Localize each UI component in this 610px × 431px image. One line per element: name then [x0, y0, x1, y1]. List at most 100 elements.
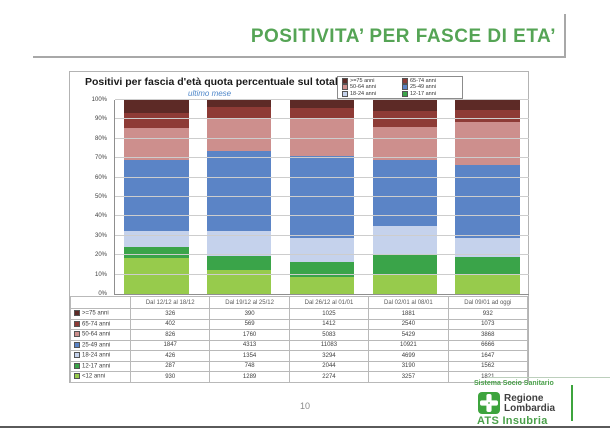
table-value-cell: 426: [129, 350, 211, 362]
table-value-cell: 930: [129, 371, 211, 383]
table-key-icon: [74, 331, 80, 338]
table-key-icon: [74, 373, 80, 380]
table-row-label-text: <12 anni: [82, 374, 106, 381]
table-row-label: 12-17 anni: [70, 360, 131, 372]
bar-slot: [115, 100, 198, 294]
bar-segment: [372, 274, 438, 294]
bar-segment: [455, 238, 520, 257]
bars-container: [115, 100, 529, 294]
table-value-cell: 1412: [288, 318, 370, 330]
table-key-icon: [74, 341, 80, 348]
table-row-label: 25-49 anni: [70, 339, 131, 351]
table-value-cell: 1354: [209, 350, 290, 362]
y-tick-label: 80%: [94, 135, 107, 142]
legend-key-icon: [402, 78, 408, 85]
table-key-icon: [74, 310, 80, 317]
brand-name-line2: Lombardia: [504, 403, 556, 414]
chart-title: Positivi per fascia d'età quota percentu…: [85, 76, 344, 88]
table-row-label: 18-24 anni: [70, 350, 131, 362]
legend-label: >=75 anni: [350, 78, 375, 85]
bar-segment: [124, 230, 189, 248]
stacked-bar: [455, 100, 520, 294]
footer-divider: [487, 377, 610, 378]
table-row-label: 65-74 anni: [70, 318, 131, 330]
data-table: Dal 12/12 al 18/12 Dal 19/12 al 25/12 Dal …: [70, 296, 529, 383]
legend-item: 50-64 anni: [342, 84, 402, 91]
bar-segment: [289, 107, 355, 119]
bar-slot: [446, 100, 529, 294]
bar-segment: [124, 247, 189, 259]
stacked-bar: [124, 100, 189, 294]
bar-segment: [124, 127, 189, 160]
bar-segment: [206, 117, 272, 151]
table-key-icon: [74, 352, 80, 359]
slide-header: POSITIVITA’ PER FASCE DI ETA’: [33, 14, 566, 58]
bar-slot: [198, 100, 281, 294]
bar-segment: [455, 110, 520, 123]
legend-key-icon: [342, 78, 348, 85]
table-value-cell: 1760: [209, 329, 290, 341]
slide-title: POSITIVITA’ PER FASCE DI ETA’: [250, 26, 556, 47]
table-value-cell: 748: [209, 360, 290, 372]
bar-segment: [206, 150, 272, 231]
bar-segment: [206, 100, 272, 108]
table-value-cell: 287: [129, 360, 211, 372]
bar-segment: [206, 269, 272, 294]
bar-segment: [289, 277, 355, 294]
bar-slot: [281, 100, 364, 294]
table-value-cell: 3868: [447, 329, 529, 341]
table-value-cell: 932: [447, 308, 529, 320]
regione-lombardia-logo-icon: [478, 392, 500, 414]
table-row: <12 anni 9301289227432571821: [70, 371, 529, 383]
legend-item: >=75 anni: [342, 78, 402, 85]
table-row: 65-74 anni 402 569 1412 2540 1073: [70, 318, 529, 330]
bar-segment: [289, 118, 355, 156]
table-value-cell: 1647: [447, 350, 529, 362]
y-tick-label: 100%: [91, 97, 107, 103]
brand-tagline: Sistema Socio Sanitario: [474, 380, 554, 387]
bar-segment: [372, 226, 438, 255]
grid-line: [115, 137, 529, 139]
bar-segment: [372, 126, 438, 160]
table-value-cell: 1073: [447, 318, 529, 330]
brand-divider: [571, 385, 573, 421]
table-value-cell: 2044: [288, 360, 370, 372]
table-value-cell: 826: [129, 329, 211, 341]
table-row: 18-24 anni 426 1354 3294 4699 1647: [70, 350, 529, 362]
bar-segment: [372, 100, 438, 112]
legend-key-icon: [342, 90, 348, 97]
bar-segment: [289, 262, 355, 278]
table-key-icon: [74, 362, 80, 369]
table-value-cell: 6666: [447, 339, 529, 351]
legend-item: 12-17 anni: [402, 90, 462, 97]
grid-line: [115, 118, 529, 120]
stacked-bar: [372, 100, 438, 294]
slide-bottom-rule: [0, 426, 610, 428]
rosa-camuna-icon: [480, 394, 498, 412]
table-row-label-text: 18-24 anni: [82, 353, 111, 360]
table-value-cell: 1025: [288, 308, 370, 320]
y-tick-label: 10%: [94, 271, 107, 278]
stacked-bar: [289, 100, 355, 294]
table-column-header: Dal 19/12 al 25/12: [209, 296, 290, 309]
legend-item: 25-49 anni: [402, 84, 462, 91]
table-row: >=75 anni 326 390 1025 1881 932: [70, 308, 529, 320]
table-value-cell: 326: [129, 308, 211, 320]
bar-segment: [124, 159, 189, 231]
grid-line: [115, 196, 529, 197]
table-column-header: Dal 09/01 ad oggi: [447, 296, 529, 309]
table-row-label-text: 50-64 anni: [82, 332, 111, 339]
table-value-cell: 3190: [368, 360, 449, 372]
grid-line: [115, 273, 529, 275]
legend-label: 25-49 anni: [410, 84, 436, 91]
table-row-label: >=75 anni: [70, 308, 131, 320]
data-table-head: Dal 12/12 al 18/12 Dal 19/12 al 25/12 Dal …: [70, 296, 529, 309]
legend-label: 65-74 anni: [410, 78, 436, 85]
table-header-row: Dal 12/12 al 18/12 Dal 19/12 al 25/12 Dal …: [70, 296, 529, 309]
table-value-cell: 2540: [368, 318, 449, 330]
table-value-cell: 11083: [288, 339, 370, 351]
bar-segment: [455, 122, 520, 165]
y-tick-label: 30%: [94, 232, 107, 239]
table-value-cell: 5429: [368, 329, 449, 341]
